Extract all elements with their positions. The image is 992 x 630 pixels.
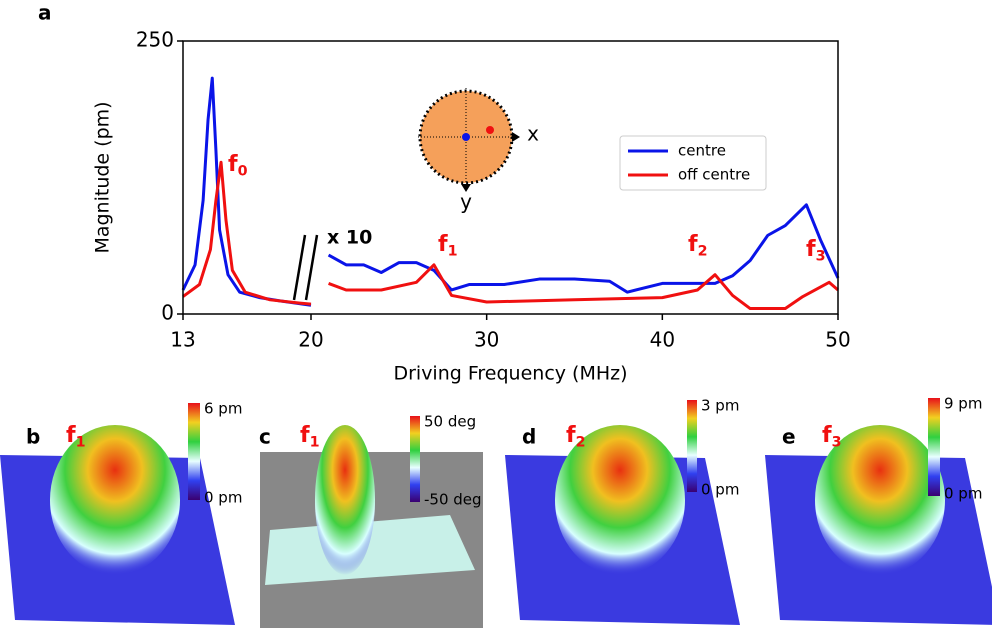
panel-label: a xyxy=(38,1,52,25)
x-tick-label: 40 xyxy=(650,328,675,352)
colorbar xyxy=(410,416,420,502)
inset-x-label: x xyxy=(527,122,539,146)
panel-title-main: f xyxy=(66,423,76,448)
panel-label: d xyxy=(522,425,536,449)
panel-title-sub: 1 xyxy=(76,435,86,451)
colorbar xyxy=(928,398,940,496)
panel-title-main: f xyxy=(822,423,832,448)
peak-annotation-sub: 2 xyxy=(698,244,708,260)
scale-note: x 10 xyxy=(327,227,372,249)
colorbar-max-label: 6 pm xyxy=(204,400,242,418)
peak-annotation: f3 xyxy=(806,237,826,265)
y-axis-label: Magnitude (pm) xyxy=(92,101,114,253)
colorbar-max-label: 3 pm xyxy=(701,397,739,415)
colorbar-min-label: 0 pm xyxy=(204,489,242,507)
break-marks xyxy=(292,234,319,301)
data-line xyxy=(328,263,839,311)
x-tick-label: 13 xyxy=(170,328,195,352)
panel-label: c xyxy=(259,425,271,449)
x-tick-label: 20 xyxy=(298,328,323,352)
panel-label: e xyxy=(782,425,796,449)
peak-annotation-sub: 0 xyxy=(238,164,248,180)
panel-label: b xyxy=(26,425,40,449)
y-tick-label: 0 xyxy=(161,301,174,325)
peak-annotation-main: f xyxy=(806,237,816,262)
colorbar xyxy=(687,400,697,492)
surface-peak xyxy=(315,425,375,575)
panel-title-sub: 2 xyxy=(576,435,586,451)
x-tick-label: 50 xyxy=(825,328,850,352)
peak-annotation: f1 xyxy=(438,232,458,260)
legend-label: centre xyxy=(678,142,726,160)
peak-annotation-main: f xyxy=(438,232,448,257)
data-line xyxy=(327,203,840,294)
peak-annotation-main: f xyxy=(688,232,698,257)
x-tick-label: 30 xyxy=(474,328,499,352)
colorbar xyxy=(188,403,200,500)
panel-title: f3 xyxy=(822,423,842,451)
panel-title: f1 xyxy=(300,423,320,451)
inset-y-label: y xyxy=(460,190,472,214)
panel-title: f1 xyxy=(66,423,86,451)
surface-peak xyxy=(555,425,685,575)
panel-title-sub: 3 xyxy=(832,435,842,451)
peak-annotation: f2 xyxy=(688,232,708,260)
surface-base xyxy=(265,515,475,585)
peak-annotation: f0 xyxy=(228,152,248,180)
panel-title: f2 xyxy=(566,423,586,451)
surface-peak xyxy=(815,425,945,575)
colorbar-max-label: 9 pm xyxy=(944,395,982,413)
panel-title-sub: 1 xyxy=(310,435,320,451)
legend-label: off centre xyxy=(678,166,750,184)
colorbar-min-label: 0 pm xyxy=(701,481,739,499)
colorbar-min-label: -50 deg xyxy=(424,491,482,509)
peak-annotation-main: f xyxy=(228,152,238,177)
y-tick-label: 250 xyxy=(136,28,174,52)
plot-frame xyxy=(182,40,839,315)
panel-title-main: f xyxy=(300,423,310,448)
surface-peak xyxy=(50,425,180,575)
panel-title-main: f xyxy=(566,423,576,448)
inset: x y xyxy=(418,88,539,214)
peak-annotation-sub: 3 xyxy=(816,249,826,265)
x-axis-label: Driving Frequency (MHz) xyxy=(393,363,627,385)
colorbar-min-label: 0 pm xyxy=(944,485,982,503)
data-line xyxy=(182,160,312,306)
colorbar-max-label: 50 deg xyxy=(424,413,476,431)
peak-annotation-sub: 1 xyxy=(448,244,458,260)
